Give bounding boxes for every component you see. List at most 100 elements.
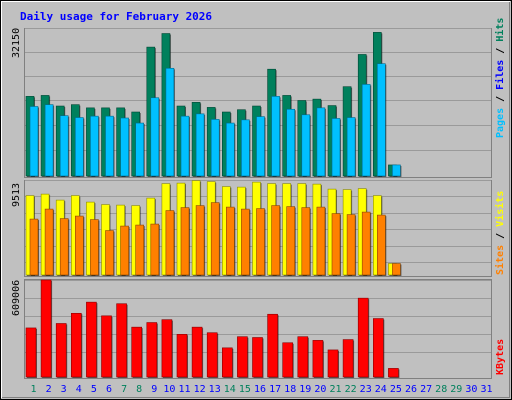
kbytes-bar [327, 349, 339, 378]
kbytes-bar [267, 313, 278, 378]
day-label: 28 [435, 384, 447, 395]
kbytes-bar [252, 337, 263, 378]
day-label: 19 [299, 384, 311, 395]
files-bar [301, 114, 311, 177]
day-label: 22 [345, 384, 357, 395]
kbytes-bar [131, 326, 142, 378]
hits-files-bars [25, 32, 402, 178]
day-label: 6 [106, 384, 112, 395]
kbytes-bar [116, 303, 127, 378]
kbytes-bar [237, 336, 248, 378]
files-bar [241, 119, 250, 177]
files-bar [120, 117, 129, 177]
sites-bar [301, 207, 311, 276]
files-bar [392, 164, 401, 177]
day-label: 31 [480, 384, 492, 395]
hits-label: Hits [494, 18, 506, 42]
files-bar [195, 113, 205, 177]
visits-sites-axis-label: Sites / Visits [494, 191, 506, 275]
files-bar [180, 115, 190, 177]
kbytes-bar [71, 312, 82, 378]
sites-bar [346, 214, 356, 276]
kbytes-axis-label: KBytes [495, 339, 506, 375]
files-bar [256, 116, 265, 177]
day-label: 15 [239, 384, 251, 395]
hits-files-max-label: 32150 [11, 28, 22, 58]
sites-bar [90, 219, 99, 276]
day-label: 16 [254, 384, 266, 395]
sites-label: Sites [494, 245, 506, 275]
visits-sites-panel: 9513 Sites / Visits [11, 180, 506, 277]
kbytes-bar [146, 322, 158, 378]
kbytes-bar [55, 323, 67, 378]
kbytes-bar [372, 318, 384, 378]
day-label: 24 [375, 384, 387, 395]
kbytes-bar [25, 327, 37, 378]
files-bar [29, 106, 39, 177]
files-bar [361, 84, 371, 177]
kbytes-bar [206, 332, 218, 378]
files-bar [105, 115, 114, 177]
kbytes-bar [297, 336, 309, 378]
hits-files-axis-label: Pages / Files / Hits [494, 18, 506, 138]
sites-bar [44, 208, 54, 276]
day-label: 23 [360, 384, 372, 395]
visits-sites-bars [25, 180, 402, 276]
day-label: 3 [61, 384, 67, 395]
files-bar [316, 107, 326, 177]
day-label: 8 [136, 384, 142, 395]
kbytes-bar [312, 340, 324, 378]
files-bar [376, 63, 386, 177]
files-bar [44, 104, 54, 177]
day-label: 4 [76, 384, 82, 395]
sites-bar [75, 215, 84, 276]
day-label: 2 [46, 384, 52, 395]
day-label: 29 [450, 384, 462, 395]
kbytes-bar [388, 368, 399, 378]
day-label: 27 [420, 384, 432, 395]
day-label: 7 [121, 384, 127, 395]
hits-files-panel: 32150 Pages / Files / Hits [11, 18, 506, 178]
sites-bar [120, 225, 129, 276]
separator-1: / [495, 90, 506, 108]
chart-title: Daily usage for February 2026 [20, 10, 212, 23]
kbytes-bar [222, 347, 233, 378]
sites-bar [376, 214, 386, 276]
sites-bar [226, 206, 235, 276]
sites-bar [331, 213, 341, 276]
visits-sites-max-label: 9513 [11, 183, 22, 207]
sites-bar [135, 224, 144, 276]
pages-label: Pages [495, 108, 506, 138]
kbytes-bar [101, 315, 112, 378]
day-label: 20 [314, 384, 326, 395]
sites-bar [150, 223, 160, 276]
sites-bar [29, 218, 39, 276]
files-bar [59, 115, 69, 177]
kbytes-panel: 609006 KBytes [11, 279, 506, 379]
visits-label: Visits [494, 191, 506, 227]
files-bar [331, 118, 341, 177]
sites-bar [256, 208, 265, 276]
kbytes-bar [282, 342, 294, 378]
day-label: 12 [194, 384, 206, 395]
kbytes-bar [342, 339, 354, 378]
files-bar [271, 96, 280, 177]
day-label: 25 [390, 384, 402, 395]
day-label: 10 [163, 384, 175, 395]
files-bar [90, 115, 99, 177]
day-label: 9 [151, 384, 157, 395]
files-bar [135, 122, 144, 177]
files-bar [150, 97, 160, 177]
kbytes-bar [86, 301, 97, 378]
day-label: 5 [91, 384, 97, 395]
kbytes-bars [25, 279, 400, 378]
day-label: 18 [284, 384, 296, 395]
files-bar [346, 117, 356, 177]
files-label: Files [494, 60, 506, 90]
sites-bar [195, 205, 205, 276]
sites-bar [286, 206, 296, 276]
separator-2: / [495, 42, 506, 60]
kbytes-bar [161, 319, 173, 378]
